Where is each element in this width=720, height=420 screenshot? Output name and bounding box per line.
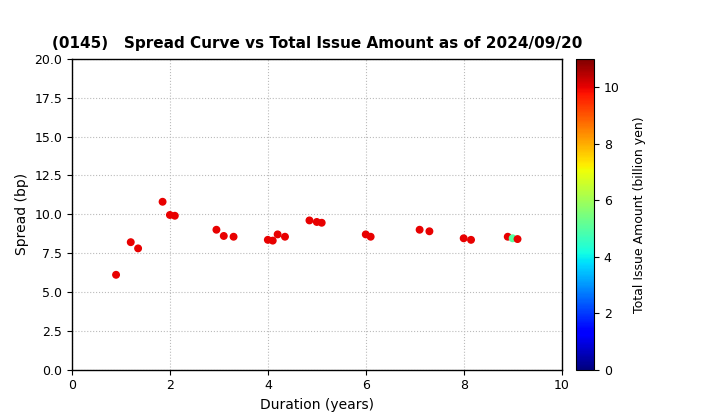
- Point: [304, 217, 315, 224]
- Point: [228, 234, 239, 240]
- Point: [267, 237, 279, 244]
- Point: [164, 212, 176, 218]
- Title: (0145)   Spread Curve vs Total Issue Amount as of 2024/09/20: (0145) Spread Curve vs Total Issue Amoun…: [52, 36, 582, 51]
- X-axis label: Duration (years): Duration (years): [260, 398, 374, 412]
- Point: [218, 233, 230, 239]
- Point: [365, 234, 377, 240]
- Y-axis label: Spread (bp): Spread (bp): [15, 173, 29, 255]
- Point: [311, 218, 323, 225]
- Point: [360, 231, 372, 238]
- Point: [262, 236, 274, 243]
- Point: [423, 228, 435, 235]
- Point: [502, 234, 513, 240]
- Point: [512, 236, 523, 242]
- Point: [110, 271, 122, 278]
- Point: [125, 239, 137, 246]
- Point: [507, 235, 518, 242]
- Point: [157, 198, 168, 205]
- Point: [414, 226, 426, 233]
- Point: [211, 226, 222, 233]
- Point: [279, 234, 291, 240]
- Point: [169, 213, 181, 219]
- Y-axis label: Total Issue Amount (billion yen): Total Issue Amount (billion yen): [634, 116, 647, 312]
- Point: [458, 235, 469, 242]
- Point: [465, 236, 477, 243]
- Point: [272, 231, 284, 238]
- Point: [132, 245, 144, 252]
- Point: [316, 219, 328, 226]
